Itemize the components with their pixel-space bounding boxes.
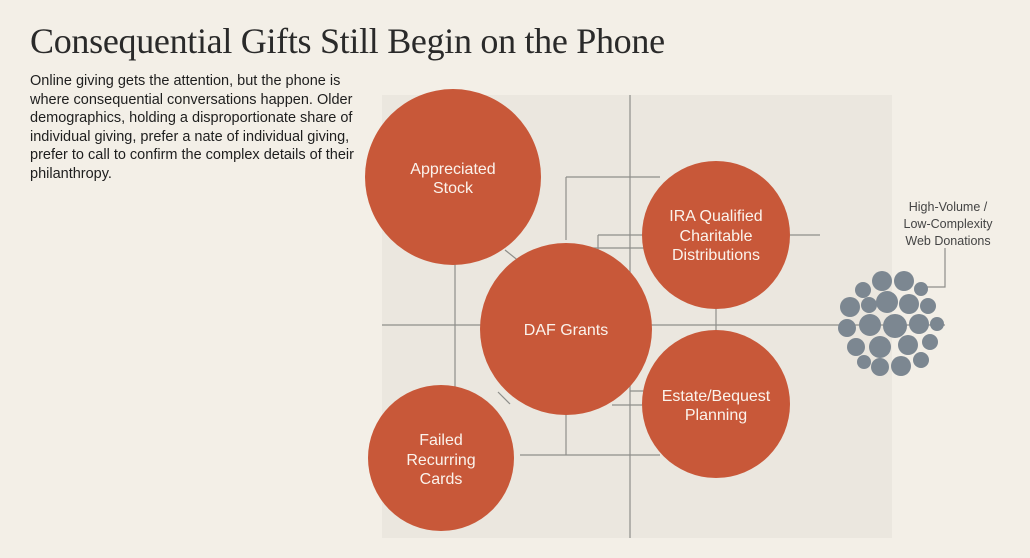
node-circle: [642, 161, 790, 309]
donation-dot: [869, 336, 891, 358]
node-label: Cards: [420, 471, 463, 488]
node-label: Estate/Bequest: [662, 388, 771, 405]
donation-dot: [855, 282, 871, 298]
callout-line: [920, 248, 946, 288]
node-failed-recurring-cards: Failed Recurring Cards: [368, 385, 514, 531]
donation-dot: [899, 294, 919, 314]
donation-dot: [861, 297, 877, 313]
node-circle: [365, 89, 541, 265]
donation-dot: [847, 338, 865, 356]
node-circle: [642, 330, 790, 478]
donation-dot: [930, 317, 944, 331]
high-volume-label: High-Volume / Low-Complexity Web Donatio…: [888, 199, 1008, 250]
donation-dot: [909, 314, 929, 334]
node-label: IRA Qualified: [669, 208, 762, 225]
donation-dot: [913, 352, 929, 368]
page-title: Consequential Gifts Still Begin on the P…: [30, 21, 665, 61]
node-circle: [480, 243, 652, 415]
donation-dot: [891, 356, 911, 376]
high-volume-label-line: Low-Complexity: [903, 217, 993, 231]
high-volume-label-line: Web Donations: [905, 234, 991, 248]
donation-dot: [872, 271, 892, 291]
node-label: Stock: [433, 180, 474, 197]
donation-dot: [883, 314, 907, 338]
node-appreciated-stock: Appreciated Stock: [365, 89, 541, 265]
donation-dot: [857, 355, 871, 369]
grid-line: [497, 391, 511, 405]
donation-dot: [838, 319, 856, 337]
node-label: Recurring: [406, 452, 475, 469]
donation-dot: [871, 358, 889, 376]
intro-text: Online giving gets the attention, but th…: [30, 73, 354, 182]
donation-dot: [840, 297, 860, 317]
donation-dot: [920, 298, 936, 314]
node-ira-distributions: IRA Qualified Charitable Distributions: [642, 161, 790, 309]
donation-dot: [898, 335, 918, 355]
node-label: Distributions: [672, 247, 760, 264]
node-label: Planning: [685, 407, 747, 424]
web-donation-cluster: [838, 271, 944, 376]
node-label: DAF Grants: [524, 322, 608, 339]
node-circle: [368, 385, 514, 531]
donation-dot: [922, 334, 938, 350]
donation-dot: [859, 314, 881, 336]
node-label: Appreciated: [410, 161, 495, 178]
node-estate-planning: Estate/Bequest Planning: [642, 330, 790, 478]
high-volume-label-line: High-Volume /: [908, 200, 988, 214]
node-label: Failed: [419, 432, 463, 449]
donation-dot: [876, 291, 898, 313]
donation-dot: [894, 271, 914, 291]
node-label: Charitable: [680, 228, 753, 245]
donation-dot: [914, 282, 928, 296]
node-daf-grants: DAF Grants: [480, 243, 652, 415]
